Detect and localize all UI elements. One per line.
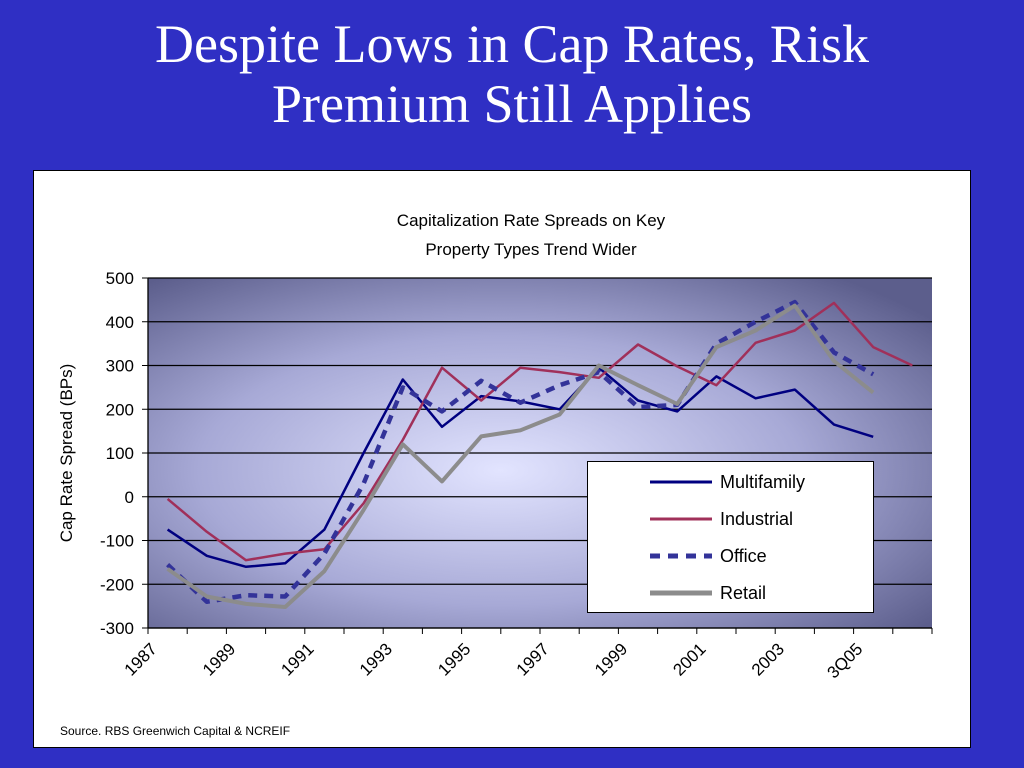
y-axis-label: Cap Rate Spread (BPs) xyxy=(57,364,76,543)
y-tick-label: -100 xyxy=(100,532,134,551)
x-tick-label: 1999 xyxy=(591,639,631,679)
slide-title-line-2: Premium Still Applies xyxy=(271,74,753,134)
x-tick-label: 2003 xyxy=(748,639,788,679)
x-tick-label: 1995 xyxy=(434,639,474,679)
y-tick-label: -200 xyxy=(100,575,134,594)
y-tick-label: 200 xyxy=(106,400,134,419)
y-tick-label: 100 xyxy=(106,444,134,463)
y-tick-label: 300 xyxy=(106,357,134,376)
x-tick-label: 2001 xyxy=(669,639,709,679)
legend-label-retail: Retail xyxy=(720,583,767,603)
x-tick-label: 1991 xyxy=(277,639,317,679)
y-tick-label: 500 xyxy=(106,269,134,288)
x-tick-label: 3Q05 xyxy=(824,639,867,682)
x-tick-label: 1997 xyxy=(513,639,553,679)
y-tick-label: -300 xyxy=(100,619,134,638)
x-tick-label: 1987 xyxy=(121,639,161,679)
slide-title: Despite Lows in Cap Rates, Risk Premium … xyxy=(0,14,1024,134)
legend-label-industrial: Industrial xyxy=(720,509,794,529)
chart-title-line-2: Property Types Trend Wider xyxy=(425,240,637,259)
legend-item-industrial: Industrial xyxy=(588,509,875,529)
legend-item-office: Office xyxy=(588,546,875,566)
legend-label-multifamily: Multifamily xyxy=(720,472,806,492)
legend-label-office: Office xyxy=(720,546,767,566)
source-note: Source. RBS Greenwich Capital & NCREIF xyxy=(60,724,291,738)
chart-legend: Multifamily Industrial Office Retail xyxy=(587,461,874,613)
chart-title-line-1: Capitalization Rate Spreads on Key xyxy=(397,211,666,230)
x-tick-label: 1993 xyxy=(356,639,396,679)
y-tick-label: 400 xyxy=(106,313,134,332)
series-line-office xyxy=(166,299,875,605)
series-line-industrial xyxy=(166,301,913,562)
y-tick-label: 0 xyxy=(125,488,134,507)
legend-item-multifamily: Multifamily xyxy=(588,472,875,492)
legend-item-retail: Retail xyxy=(588,583,875,603)
x-tick-label: 1989 xyxy=(199,639,239,679)
chart-panel: Capitalization Rate Spreads on Key Proper… xyxy=(33,170,971,748)
slide-title-line-1: Despite Lows in Cap Rates, Risk xyxy=(155,14,869,74)
cap-rate-chart: Capitalization Rate Spreads on Key Proper… xyxy=(57,211,933,682)
series-line-retail xyxy=(166,303,875,609)
